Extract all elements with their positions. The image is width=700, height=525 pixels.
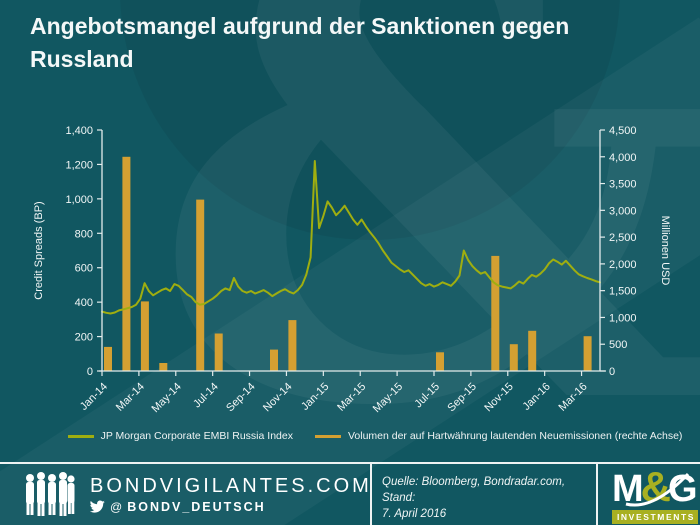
svg-text:Jul-15: Jul-15 [412, 381, 442, 411]
svg-text:1,400: 1,400 [65, 125, 93, 137]
page-title: Angebotsmangel aufgrund der Sanktionen g… [30, 10, 680, 76]
svg-text:3,500: 3,500 [609, 179, 637, 191]
svg-text:1,200: 1,200 [65, 159, 93, 171]
svg-text:Mar-14: Mar-14 [114, 381, 147, 414]
legend-item-embi-index: JP Morgan Corporate EMBI Russia Index [67, 430, 293, 442]
issuance-bar [270, 349, 278, 371]
issuance-bar [583, 336, 592, 371]
issuance-bar [159, 363, 168, 371]
issuance-bar [288, 320, 297, 371]
legend-item-issuance: Volumen der auf Hartwährung lautenden Ne… [314, 430, 683, 442]
legend-swatch [67, 434, 94, 438]
issuance-bar [104, 346, 112, 371]
footer-divider-2 [596, 464, 598, 525]
mg-investments-label: INVESTMENTS [612, 510, 698, 524]
svg-text:Jan-16: Jan-16 [521, 381, 553, 413]
mg-ampersand: & [640, 463, 671, 510]
svg-text:1,000: 1,000 [65, 194, 93, 206]
svg-text:4,500: 4,500 [609, 125, 637, 137]
issuance-bars [104, 156, 592, 371]
legend-label: JP Morgan Corporate EMBI Russia Index [100, 430, 293, 442]
issuance-bar [214, 333, 223, 371]
svg-text:Jan-14: Jan-14 [78, 381, 110, 413]
svg-text:May-15: May-15 [371, 381, 405, 415]
svg-text:Sep-14: Sep-14 [224, 381, 258, 415]
embi-line-series [101, 160, 601, 315]
svg-text:Millionen USD: Millionen USD [659, 216, 671, 286]
svg-text:Mar-16: Mar-16 [557, 381, 590, 414]
svg-text:Sep-15: Sep-15 [445, 381, 479, 415]
source-line2: 7. April 2016 [382, 508, 447, 520]
svg-text:Nov-15: Nov-15 [482, 381, 516, 415]
legend: JP Morgan Corporate EMBI Russia Index Vol… [60, 430, 690, 442]
issuance-bar [491, 255, 500, 371]
footer: BONDVIGILANTES.COM @ BONDV_DEUTSCH Quell… [0, 462, 700, 525]
issuance-bar [140, 301, 149, 371]
svg-text:500: 500 [609, 339, 627, 351]
mg-letter-g: G [668, 468, 698, 510]
svg-text:200: 200 [75, 332, 93, 344]
people-icon [26, 472, 75, 516]
svg-text:Nov-14: Nov-14 [261, 381, 295, 415]
background-ampersand-watermark: & [150, 0, 700, 525]
svg-text:May-14: May-14 [149, 381, 183, 415]
legend-swatch [314, 434, 341, 438]
svg-text:Mar-15: Mar-15 [335, 381, 368, 414]
twitter-icon [90, 500, 105, 513]
svg-text:800: 800 [75, 228, 93, 240]
source-line1: Quelle: Bloomberg, Bondradar.com, Stand: [382, 476, 566, 504]
issuance-bar [509, 344, 518, 371]
svg-text:2,500: 2,500 [609, 232, 637, 244]
svg-text:0: 0 [87, 366, 93, 378]
twitter-handle: BONDV_DEUTSCH [127, 499, 266, 514]
at-symbol: @ [110, 499, 123, 514]
mg-logo: M&G INVESTMENTS [612, 466, 698, 524]
svg-text:2,000: 2,000 [609, 259, 637, 271]
issuance-bar [436, 352, 444, 371]
svg-text:3,000: 3,000 [609, 205, 637, 217]
site-name: BONDVIGILANTES.COM [90, 474, 372, 497]
issuance-bar [528, 330, 537, 371]
legend-label: Volumen der auf Hartwährung lautenden Ne… [347, 430, 683, 442]
issuance-bar [122, 156, 131, 371]
svg-text:Credit Spreads (BP): Credit Spreads (BP) [33, 201, 45, 299]
footer-brand: BONDVIGILANTES.COM @ BONDV_DEUTSCH [22, 471, 372, 517]
mg-letter-m: M [612, 468, 644, 510]
svg-text:400: 400 [75, 297, 93, 309]
title-line2: Russland [30, 46, 134, 72]
footer-divider-1 [370, 464, 372, 525]
source-note: Quelle: Bloomberg, Bondradar.com, Stand:… [382, 474, 587, 522]
svg-text:Jul-14: Jul-14 [191, 381, 221, 411]
title-line1: Angebotsmangel aufgrund der Sanktionen g… [30, 13, 570, 39]
svg-text:4,000: 4,000 [609, 152, 637, 164]
svg-text:1,000: 1,000 [609, 312, 637, 324]
svg-text:0: 0 [609, 366, 615, 378]
svg-text:600: 600 [75, 263, 93, 275]
svg-text:Jan-15: Jan-15 [299, 381, 331, 413]
svg-text:1,500: 1,500 [609, 286, 637, 298]
issuance-bar [196, 199, 205, 371]
